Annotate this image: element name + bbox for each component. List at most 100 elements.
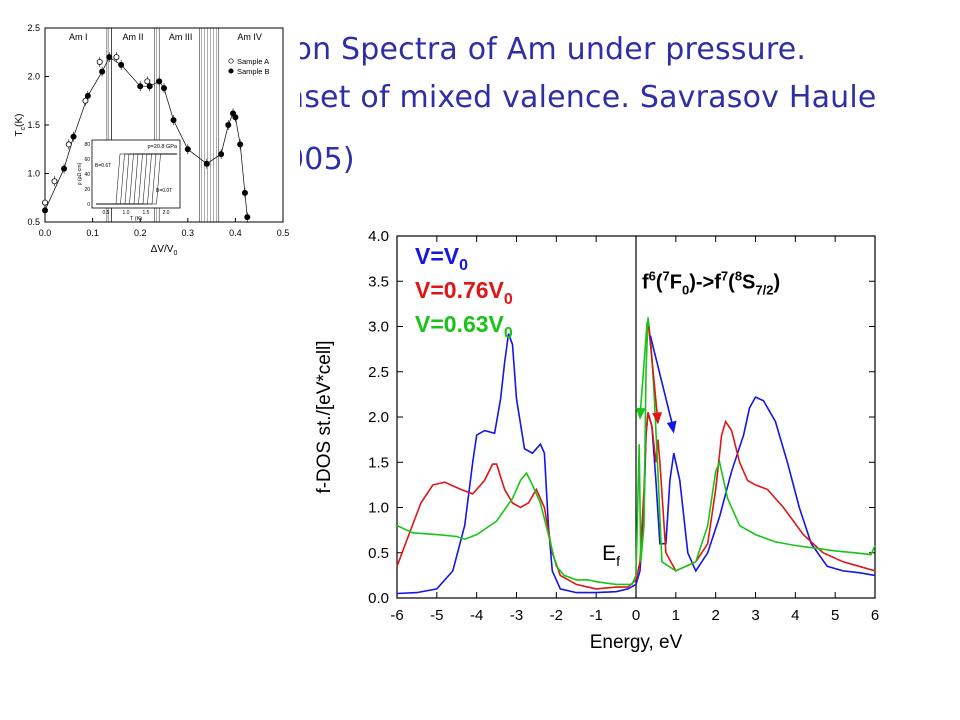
y-tick-label: 3.0 bbox=[368, 319, 389, 336]
transition-part: F bbox=[670, 271, 682, 293]
x-tick-label: -5 bbox=[430, 607, 443, 624]
inset-y-tick-label: 1.0 bbox=[27, 169, 40, 179]
shift-arrow-head-2 bbox=[666, 420, 677, 434]
sample-b-point bbox=[237, 141, 244, 148]
resistivity-y-tick-label: 20 bbox=[84, 187, 90, 193]
inset-y-tick-label: 2.0 bbox=[27, 72, 40, 82]
y-tick-label: 0.0 bbox=[368, 590, 389, 607]
sample-b-point bbox=[160, 85, 167, 92]
x-tick-label: 5 bbox=[831, 607, 839, 624]
transition-part: f bbox=[642, 271, 649, 293]
inset-legend-marker-0 bbox=[228, 58, 234, 64]
legend-text: V=V bbox=[415, 243, 460, 269]
inset-y-label-main: T bbox=[14, 130, 25, 136]
fermi-label-sub: f bbox=[616, 553, 620, 569]
sample-b-point bbox=[232, 114, 239, 121]
sample-b-point bbox=[118, 61, 125, 68]
x-tick-label: -3 bbox=[510, 607, 523, 624]
x-tick-label: -4 bbox=[470, 607, 483, 624]
resistivity-curve bbox=[96, 153, 177, 205]
phase-label-1: Am II bbox=[123, 32, 144, 42]
resistivity-x-tick-label: 0.5 bbox=[103, 210, 110, 216]
inset-x-tick-label: 0.3 bbox=[182, 228, 195, 238]
sample-a-point bbox=[42, 199, 49, 206]
transition-annotation: f6(7F0)->f7(8S7/2) bbox=[642, 268, 780, 297]
legend-subscript: 0 bbox=[504, 291, 513, 308]
shift-arrow-head-1 bbox=[652, 412, 663, 425]
x-axis-label: Energy, eV bbox=[590, 632, 683, 653]
legend-entry-1: V=0.76V0 bbox=[415, 277, 513, 308]
title-line-2: nset of mixed valence. Savrasov Haule bbox=[285, 80, 877, 115]
sample-a-point bbox=[65, 141, 72, 148]
inset-x-tick-label: 0.4 bbox=[229, 228, 242, 238]
y-tick-label: 2.5 bbox=[368, 364, 389, 381]
x-tick-label: 1 bbox=[672, 607, 680, 624]
sample-b-point bbox=[241, 189, 248, 196]
resistivity-inset-frame bbox=[91, 139, 181, 209]
sample-b-point bbox=[70, 133, 77, 140]
resistivity-x-tick-label: 2.0 bbox=[163, 210, 170, 216]
resistivity-y-tick-label: 60 bbox=[84, 157, 90, 163]
sample-a-point bbox=[51, 178, 58, 185]
sample-b-point bbox=[146, 83, 153, 90]
transition-part: ) bbox=[773, 271, 780, 293]
sample-b-point bbox=[203, 160, 210, 167]
transition-part: 7 bbox=[663, 268, 670, 283]
shift-arrow-head-0 bbox=[635, 407, 646, 420]
inset-y-tick-label: 1.5 bbox=[27, 120, 40, 130]
sample-b-point bbox=[99, 68, 106, 75]
sample-b-point bbox=[42, 207, 49, 214]
sample-a-point bbox=[113, 54, 120, 61]
transition-part: S bbox=[742, 271, 755, 293]
sample-b-point bbox=[170, 117, 177, 124]
inset-legend-label-1: Sample B bbox=[237, 67, 270, 76]
transition-part: 6 bbox=[649, 268, 656, 283]
resistivity-x-tick-label: 1.5 bbox=[143, 210, 150, 216]
y-tick-label: 2.0 bbox=[368, 409, 389, 426]
title-line-1: ion Spectra of Am under pressure. bbox=[285, 32, 807, 67]
x-tick-label: 2 bbox=[711, 607, 719, 624]
fdos-figure: -6 -5 -4 -3 -2 -1 0 1 2 3 4 5 6 0.0 0.5 1.0 1.5 2.0 2.5 3.0… bbox=[300, 220, 900, 690]
y-tick-label: 3.5 bbox=[368, 273, 389, 290]
inset-x-tick-label: 0.0 bbox=[39, 228, 52, 238]
y-tick-label: 0.5 bbox=[368, 545, 389, 562]
phase-label-2: Am III bbox=[169, 32, 193, 42]
fermi-label-main: E bbox=[602, 542, 616, 565]
inset-x-label-main: ΔV/V bbox=[151, 244, 174, 255]
shift-arrow-0 bbox=[639, 321, 648, 418]
phase-label-3: Am IV bbox=[237, 32, 262, 42]
sample-a-point bbox=[82, 97, 89, 104]
series-line-2 bbox=[396, 317, 876, 586]
transition-part: 0 bbox=[682, 282, 689, 297]
legend-subscript: 0 bbox=[504, 325, 513, 342]
x-tick-label: -2 bbox=[550, 607, 563, 624]
resistivity-b-high-label: B=0.6T bbox=[95, 163, 111, 169]
x-tick-label: 0 bbox=[632, 607, 640, 624]
sample-b-point bbox=[137, 83, 144, 90]
inset-y-tick-label: 0.5 bbox=[27, 217, 40, 227]
x-tick-label: 3 bbox=[751, 607, 759, 624]
inset-legend-marker-1 bbox=[228, 68, 234, 74]
inset-x-tick-label: 0.2 bbox=[134, 228, 147, 238]
inset-x-label-sub: 0 bbox=[173, 250, 177, 257]
shift-arrow-2 bbox=[649, 335, 675, 431]
sample-a-point bbox=[96, 58, 103, 65]
tc-chart-svg: 0.0 0.1 0.2 0.3 0.4 0.50.51.01.52.02.5ΔV/V0Tc… bbox=[14, 23, 289, 257]
transition-part: 7/2 bbox=[755, 282, 773, 297]
shift-arrow-1 bbox=[647, 326, 659, 422]
sample-b-point bbox=[244, 214, 251, 221]
resistivity-y-tick-label: 0 bbox=[87, 202, 90, 208]
fermi-label: Ef bbox=[602, 542, 620, 569]
inset-legend-label-0: Sample A bbox=[237, 57, 269, 66]
resistivity-y-tick-label: 40 bbox=[84, 172, 90, 178]
inset-x-axis-label: ΔV/V0 bbox=[151, 244, 178, 257]
transition-part: 8 bbox=[735, 268, 742, 283]
legend-subscript: 0 bbox=[459, 257, 468, 274]
x-tick-label: 4 bbox=[791, 607, 799, 624]
x-tick-label: -6 bbox=[390, 607, 403, 624]
sample-b-point bbox=[106, 54, 113, 61]
transition-part: )->f bbox=[689, 271, 721, 293]
transition-part: 7 bbox=[721, 268, 728, 283]
sample-b-point bbox=[184, 146, 191, 153]
inset-y-axis-label: Tc(K) bbox=[14, 114, 27, 137]
